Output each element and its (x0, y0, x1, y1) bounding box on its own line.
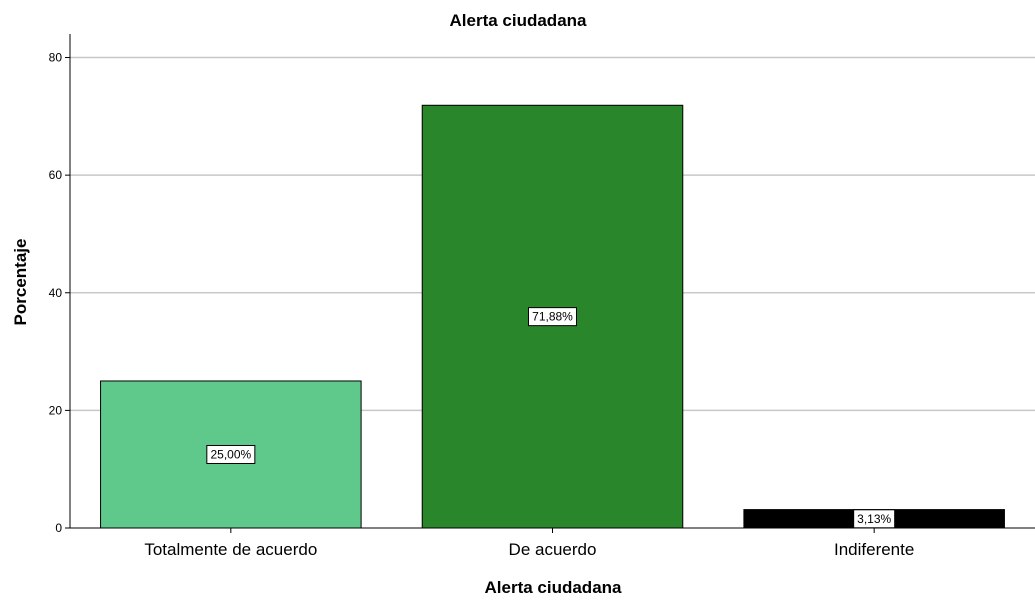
x-axis-ticks: Totalmente de acuerdo De acuerdo Indiferen… (144, 528, 914, 559)
y-tick-label: 60 (49, 168, 63, 182)
x-tick-label: Indiferente (834, 540, 914, 559)
y-tick-label: 0 (55, 521, 62, 535)
y-tick-label: 20 (49, 403, 63, 417)
data-label: 3,13% (853, 509, 896, 529)
data-labels: 25,00% 71,88% 3,13% (206, 307, 896, 529)
x-tick-label: Totalmente de acuerdo (144, 540, 317, 559)
data-label-box (528, 307, 577, 327)
data-label-text: 25,00% (210, 447, 251, 461)
data-label-text: 71,88% (532, 310, 573, 324)
y-axis-label: Porcentaje (11, 239, 30, 326)
x-axis-label: Alerta ciudadana (485, 578, 623, 597)
y-tick-label: 40 (49, 286, 63, 300)
data-label-box (206, 444, 256, 464)
x-tick-label: De acuerdo (509, 540, 597, 559)
bar (100, 380, 362, 529)
y-axis-ticks: 0 20 40 60 80 (49, 51, 70, 535)
data-label: 71,88% (528, 307, 577, 327)
chart-title: Alerta ciudadana (450, 11, 588, 30)
data-label: 25,00% (206, 444, 256, 464)
y-tick-label: 80 (49, 51, 63, 65)
data-label-text: 3,13% (857, 512, 891, 526)
